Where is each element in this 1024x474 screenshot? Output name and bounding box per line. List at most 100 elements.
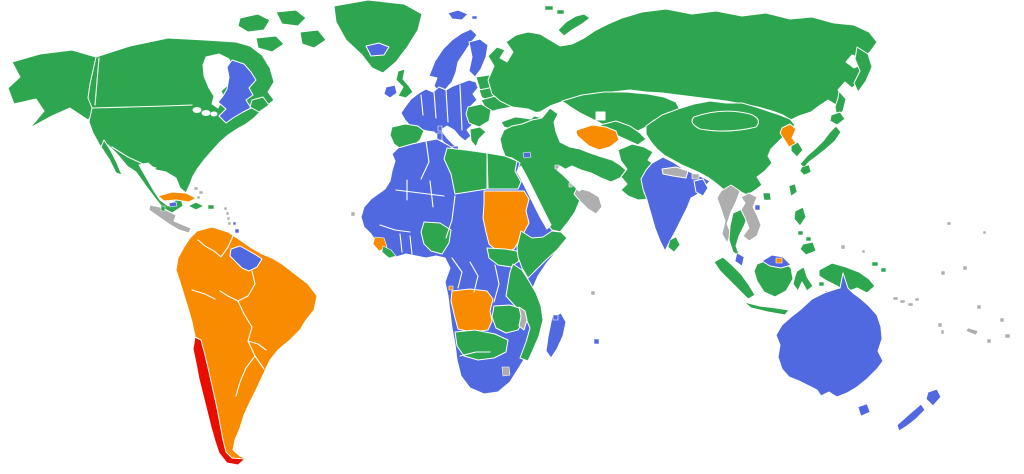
- region-vanuatu: [937, 322, 943, 328]
- border-south-america: [237, 300, 265, 370]
- border-south-america: [247, 340, 267, 351]
- region-bahamas: [196, 195, 201, 200]
- region-moluccas: [818, 281, 825, 287]
- region-philippines: [805, 236, 812, 242]
- region-arctic-island-d: [255, 35, 285, 53]
- region-arctic-island-b: [275, 9, 307, 27]
- border-africa: [451, 257, 463, 289]
- region-bhutan: [691, 173, 700, 180]
- region-libya: [443, 147, 488, 195]
- region-antilles: [227, 221, 232, 226]
- region-philippines: [799, 241, 817, 256]
- border-africa: [399, 233, 403, 253]
- region-sumatra: [713, 256, 756, 300]
- border-south-america: [191, 289, 216, 300]
- region-kamchatka: [853, 46, 873, 93]
- region-newfoundland: [249, 96, 270, 113]
- region-pacific-island: [946, 221, 952, 226]
- border-south-america: [197, 235, 234, 258]
- region-baja-california: [100, 139, 123, 176]
- region-sri-lanka: [667, 236, 681, 253]
- region-hispaniola: [187, 201, 205, 211]
- region-greece: [469, 126, 487, 148]
- region-south-korea: [790, 141, 804, 158]
- region-barbados: [234, 228, 240, 234]
- region-horn-of-africa: [516, 230, 568, 279]
- region-oman-uae: [573, 187, 603, 215]
- region-sulawesi: [792, 266, 814, 292]
- region-new-caledonia: [965, 327, 979, 336]
- region-png-island: [880, 267, 887, 273]
- region-quebec: [217, 59, 257, 124]
- region-nigeria: [420, 221, 452, 255]
- region-indochina: [740, 192, 762, 242]
- region-malawi: [518, 306, 528, 331]
- region-svalbard: [447, 9, 469, 21]
- region-chile: [192, 336, 246, 466]
- region-japan: [799, 164, 812, 176]
- border-africa: [493, 264, 500, 303]
- region-turkmenistan: [574, 124, 620, 151]
- region-new-zealand: [925, 388, 942, 407]
- border-europe: [459, 84, 463, 131]
- region-guyanas: [229, 245, 263, 272]
- region-solomon-islands: [914, 297, 920, 302]
- region-novaya-zemlya: [557, 13, 591, 37]
- region-taiwan: [788, 183, 798, 197]
- region-franz-josef: [556, 9, 565, 15]
- region-angola: [450, 288, 494, 333]
- region-arctic-island-c: [299, 29, 327, 49]
- region-puerto-rico: [207, 204, 215, 210]
- region-corsica: [437, 125, 443, 132]
- region-finland: [468, 38, 489, 78]
- region-hainan: [762, 192, 772, 201]
- region-zambia: [491, 304, 525, 334]
- region-madagascar: [545, 312, 567, 359]
- region-new-zealand: [896, 403, 926, 432]
- region-liberia: [381, 245, 397, 259]
- region-solomon-islands: [892, 296, 899, 301]
- region-europe-central: [400, 79, 479, 156]
- border-mongolia: [691, 110, 759, 132]
- region-greenland: [333, 0, 423, 74]
- region-pacific-island: [962, 265, 968, 271]
- region-australia: [775, 272, 884, 398]
- border-africa: [459, 351, 491, 357]
- border-us-canada: [91, 104, 193, 109]
- region-pacific-island: [976, 304, 982, 310]
- region-brunei: [775, 257, 783, 264]
- region-belize: [160, 205, 166, 212]
- region-cape-verde: [350, 211, 356, 217]
- region-north-america: [87, 37, 275, 214]
- border-europe: [420, 94, 424, 116]
- region-iceland: [365, 42, 390, 57]
- region-romania-bulgaria: [465, 103, 492, 128]
- region-nepal: [661, 166, 689, 179]
- region-south-china-islet: [754, 204, 761, 211]
- region-india: [640, 156, 711, 252]
- region-tasmania: [857, 403, 871, 417]
- region-png-island: [871, 261, 879, 267]
- region-fiji: [1004, 333, 1011, 339]
- region-central-america: [148, 204, 192, 234]
- border-europe: [433, 91, 437, 119]
- region-pacific-island: [940, 270, 946, 276]
- region-bangladesh: [693, 178, 709, 197]
- region-jamaica: [168, 201, 178, 208]
- border-south-america: [235, 355, 256, 397]
- region-ireland: [383, 84, 398, 99]
- region-new-guinea: [818, 262, 876, 294]
- region-micronesia: [840, 244, 846, 250]
- border-europe: [445, 89, 449, 123]
- region-antilles: [226, 216, 231, 221]
- great-lake: [192, 107, 202, 113]
- region-vanuatu: [940, 329, 945, 335]
- region-antilles: [225, 211, 230, 216]
- border-alaska-canada: [94, 57, 100, 106]
- region-pacific-island: [999, 317, 1005, 323]
- region-mauritius: [593, 338, 600, 345]
- region-sardinia: [436, 132, 443, 141]
- region-cuba: [157, 191, 197, 203]
- region-namibia-botswana: [454, 329, 509, 361]
- region-bahamas: [193, 186, 199, 191]
